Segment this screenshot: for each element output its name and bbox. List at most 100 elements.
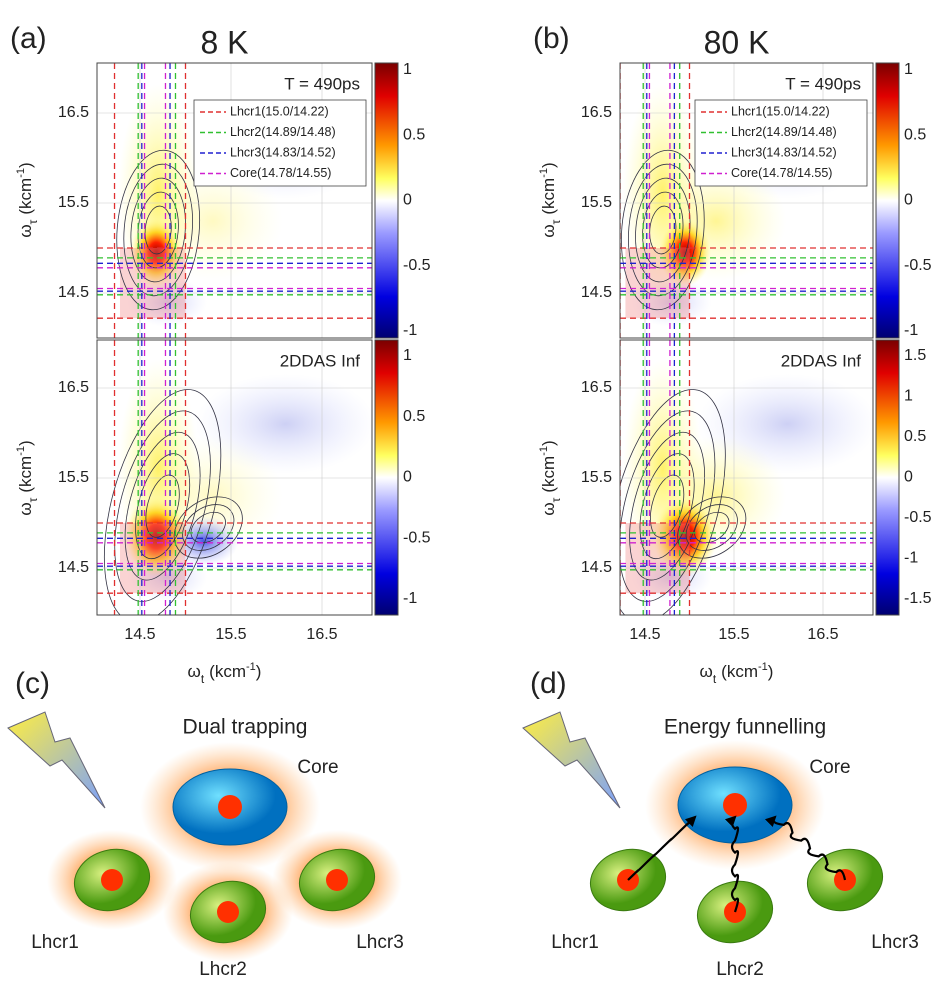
legend-entry: Lhcr1(15.0/14.22): [230, 104, 329, 118]
colorbar: [374, 339, 399, 616]
legend-entry: Lhcr3(14.83/14.52): [230, 145, 336, 159]
legend-entry: Core(14.78/14.55): [731, 166, 832, 180]
colorbar-tick-label: 1.5: [904, 347, 926, 364]
colorbar-tick-label: -0.5: [904, 257, 932, 274]
label-part: (kcm: [721, 662, 758, 681]
legend-entry: Lhcr2(14.89/14.48): [230, 125, 336, 139]
shade: [625, 523, 690, 594]
label-part: (kcm: [539, 178, 558, 215]
label-part: ω: [16, 502, 35, 515]
energy-arrow: [627, 815, 697, 881]
label-part: τ: [26, 497, 40, 502]
y-axis-label: ωτ (kcm-1): [538, 162, 563, 237]
heatmap: [97, 340, 372, 615]
y-tick-label: 14.5: [581, 284, 612, 301]
colorbar: [875, 339, 900, 616]
y-tick-label: 15.5: [58, 194, 89, 211]
y-axis-label: ωτ (kcm-1): [538, 440, 563, 515]
contour: [130, 177, 186, 283]
contour: [123, 163, 193, 297]
colorbar-tick-label: 1: [403, 347, 412, 364]
contour: [629, 431, 705, 581]
x-axis-label: ωt (kcm-1): [700, 661, 774, 686]
y-tick-label: 16.5: [581, 379, 612, 396]
colorbar-tick-label: 0: [403, 469, 412, 486]
contour: [114, 410, 211, 602]
contour: [620, 149, 705, 311]
y-tick-label: 15.5: [58, 469, 89, 486]
panel-label: (a): [10, 22, 47, 55]
label-part: τ: [549, 497, 563, 502]
y-tick-label: 16.5: [58, 379, 89, 396]
label-part: ω: [539, 224, 558, 237]
contour: [173, 496, 243, 559]
colorbar-tick-label: -1.5: [904, 590, 932, 607]
diagram-heading: Dual trapping: [183, 716, 308, 739]
x-tick-label: 15.5: [718, 626, 749, 643]
annotation: 2DDAS Inf: [280, 351, 361, 370]
contour: [694, 511, 730, 544]
contour: [145, 474, 180, 538]
colorbar-tick-label: 1: [904, 61, 913, 78]
legend-entry: Lhcr1(15.0/14.22): [731, 104, 830, 118]
y-tick-label: 16.5: [581, 104, 612, 121]
colorbar-tick-label: 0: [904, 469, 913, 486]
legend-entry: Core(14.78/14.55): [230, 166, 331, 180]
colorbar-tick-label: -1: [904, 322, 918, 339]
colorbar-tick-label: 0.5: [904, 428, 926, 445]
label-part: -1: [246, 661, 256, 673]
label-part: t: [201, 672, 205, 686]
label-part: -1: [538, 168, 550, 178]
y-tick-label: 15.5: [581, 194, 612, 211]
node-label: Lhcr3: [356, 932, 404, 953]
label-part: (kcm: [539, 456, 558, 493]
label-part: ): [16, 440, 35, 446]
hot-spot: [124, 496, 189, 577]
colorbar-tick-label: 1: [403, 61, 412, 78]
colorbar-tick-label: 1: [904, 388, 913, 405]
x-tick-label: 14.5: [124, 626, 155, 643]
y-axis-label: ωτ (kcm-1): [15, 440, 40, 515]
heatmap: [620, 340, 873, 615]
contour: [628, 163, 698, 297]
antenna-center: [326, 869, 348, 891]
label-part: τ: [549, 219, 563, 224]
y-tick-label: 14.5: [581, 559, 612, 576]
label-part: -1: [15, 168, 27, 178]
label-part: ω: [188, 662, 201, 681]
hot-spot: [653, 496, 718, 577]
contour: [103, 389, 222, 615]
contour: [639, 453, 695, 560]
energy-arrow: [724, 815, 740, 913]
label-part: (kcm: [209, 662, 246, 681]
annotation: T = 490ps: [284, 74, 360, 93]
legend-box: [193, 99, 367, 187]
x-tick-label: 16.5: [306, 626, 337, 643]
legend-entry: Lhcr2(14.89/14.48): [731, 125, 837, 139]
annotation: 2DDAS Inf: [781, 351, 862, 370]
colorbar-tick-label: 0.5: [403, 126, 425, 143]
panel-label: (c): [15, 667, 50, 700]
y-tick-label: 16.5: [58, 104, 89, 121]
label-part: ω: [16, 224, 35, 237]
plot-frame: [619, 62, 874, 339]
colorbar-tick-label: 0: [904, 192, 913, 209]
colorbar: [374, 62, 399, 339]
label-part: ): [16, 162, 35, 168]
hot-spot: [659, 218, 712, 287]
contour: [144, 205, 172, 255]
label-part: ): [539, 162, 558, 168]
contour: [620, 410, 716, 602]
label-part: ): [768, 662, 774, 681]
label-part: (kcm: [16, 456, 35, 493]
y-axis-label: ωτ (kcm-1): [15, 162, 40, 237]
label-part: -1: [538, 446, 550, 456]
lightning: [522, 711, 621, 809]
core-center: [723, 793, 747, 817]
node-label: Core: [297, 757, 338, 778]
y-tick-label: 14.5: [58, 559, 89, 576]
energy-arrow: [764, 815, 847, 881]
lightning: [7, 711, 106, 809]
diagram-heading: Energy funnelling: [664, 716, 826, 739]
x-tick-label: 16.5: [807, 626, 838, 643]
